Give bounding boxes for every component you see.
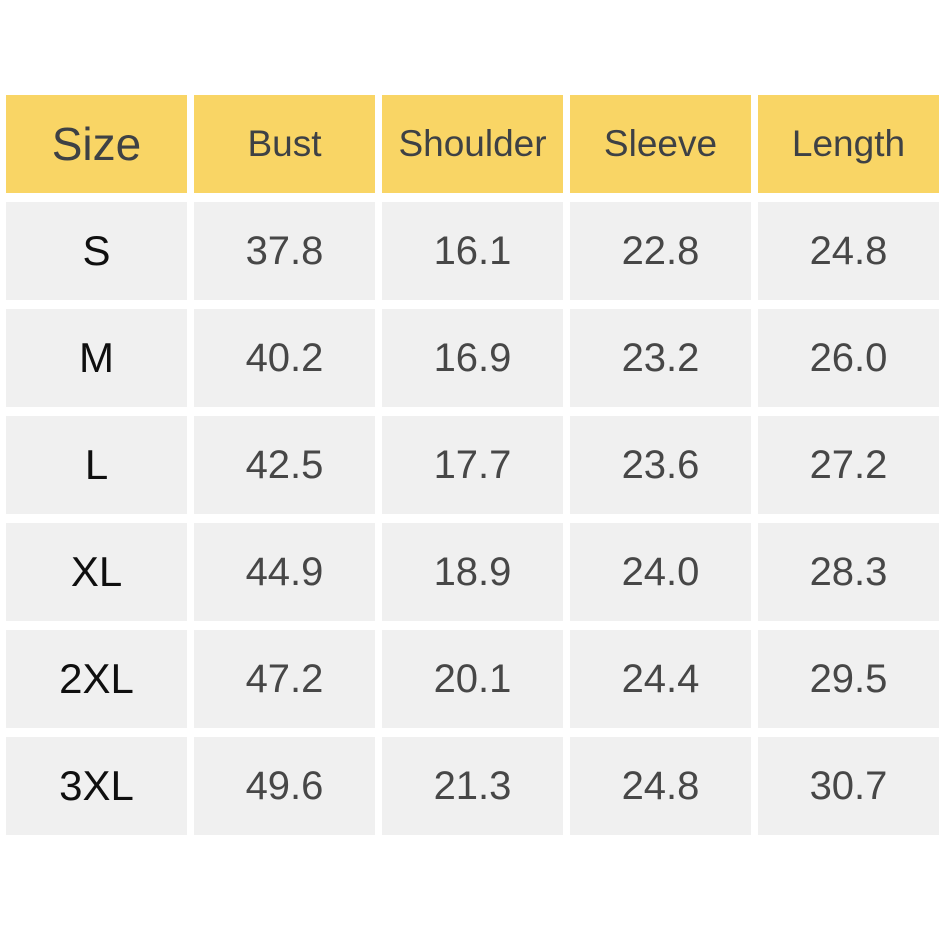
- value-cell-3xl-sleeve: 24.8: [570, 737, 751, 835]
- value-cell-2xl-length: 29.5: [758, 630, 939, 728]
- column-header-sleeve: Sleeve: [570, 95, 751, 193]
- value-cell-m-bust: 40.2: [194, 309, 375, 407]
- value-cell-3xl-shoulder: 21.3: [382, 737, 563, 835]
- value-cell-s-shoulder: 16.1: [382, 202, 563, 300]
- size-cell-m: M: [6, 309, 187, 407]
- value-cell-xl-sleeve: 24.0: [570, 523, 751, 621]
- value-cell-l-bust: 42.5: [194, 416, 375, 514]
- value-cell-xl-bust: 44.9: [194, 523, 375, 621]
- column-header-shoulder: Shoulder: [382, 95, 563, 193]
- column-header-length: Length: [758, 95, 939, 193]
- value-cell-m-shoulder: 16.9: [382, 309, 563, 407]
- size-cell-s: S: [6, 202, 187, 300]
- value-cell-xl-shoulder: 18.9: [382, 523, 563, 621]
- value-cell-l-shoulder: 17.7: [382, 416, 563, 514]
- column-header-bust: Bust: [194, 95, 375, 193]
- value-cell-s-bust: 37.8: [194, 202, 375, 300]
- value-cell-3xl-length: 30.7: [758, 737, 939, 835]
- size-cell-3xl: 3XL: [6, 737, 187, 835]
- value-cell-3xl-bust: 49.6: [194, 737, 375, 835]
- size-cell-xl: XL: [6, 523, 187, 621]
- size-cell-l: L: [6, 416, 187, 514]
- value-cell-s-sleeve: 22.8: [570, 202, 751, 300]
- value-cell-m-sleeve: 23.2: [570, 309, 751, 407]
- value-cell-2xl-bust: 47.2: [194, 630, 375, 728]
- value-cell-m-length: 26.0: [758, 309, 939, 407]
- value-cell-l-length: 27.2: [758, 416, 939, 514]
- value-cell-s-length: 24.8: [758, 202, 939, 300]
- value-cell-l-sleeve: 23.6: [570, 416, 751, 514]
- value-cell-2xl-shoulder: 20.1: [382, 630, 563, 728]
- size-chart-table: Size Bust Shoulder Sleeve Length S 37.8 16.1 22.…: [6, 95, 939, 835]
- size-cell-2xl: 2XL: [6, 630, 187, 728]
- value-cell-2xl-sleeve: 24.4: [570, 630, 751, 728]
- value-cell-xl-length: 28.3: [758, 523, 939, 621]
- column-header-size: Size: [6, 95, 187, 193]
